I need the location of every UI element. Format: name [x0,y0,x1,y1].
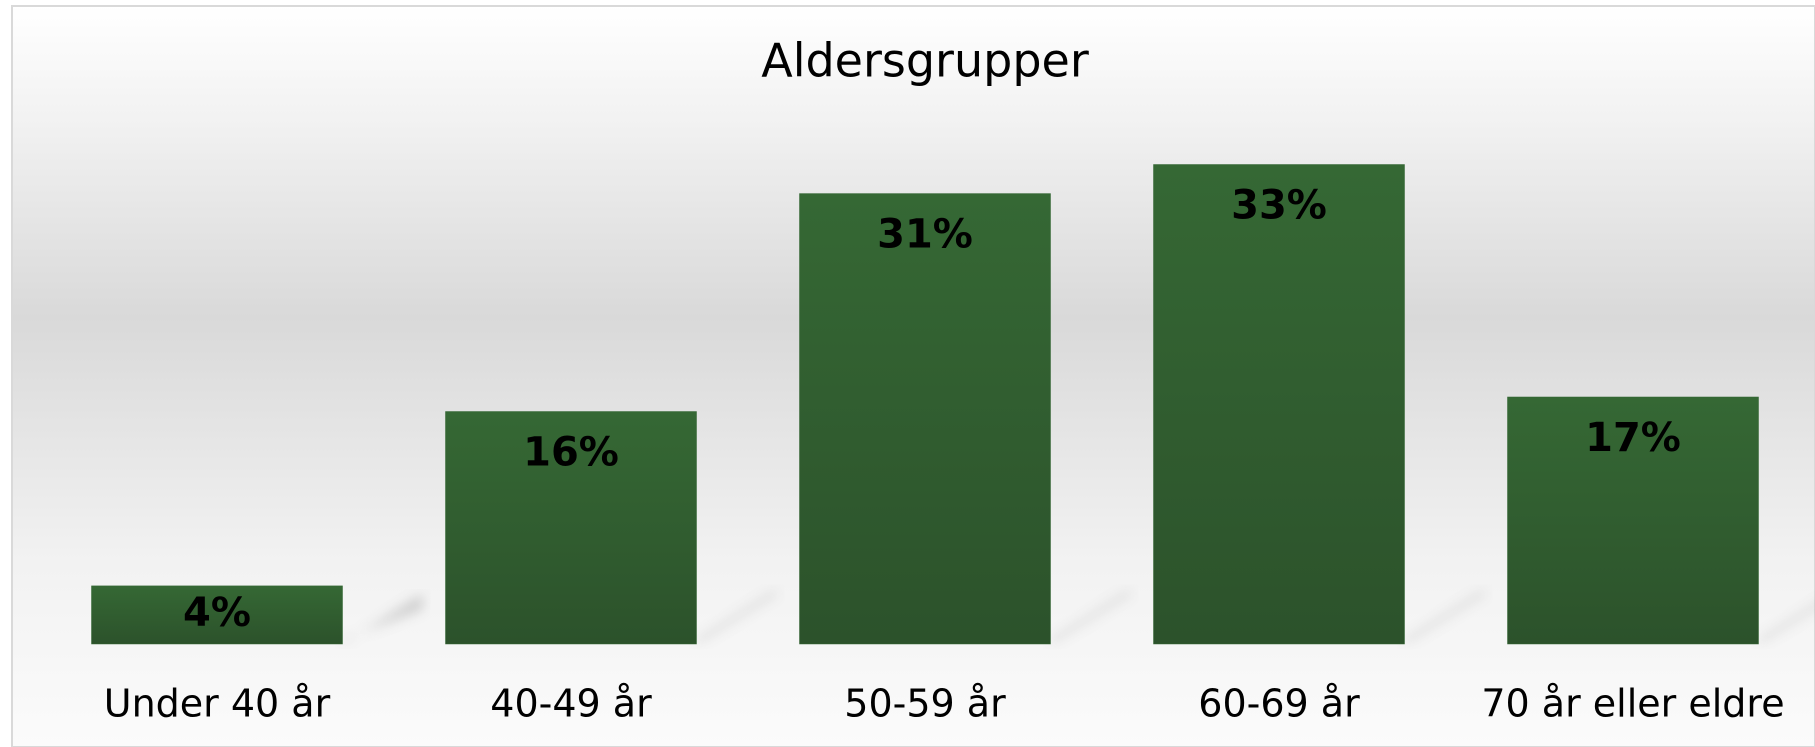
x-tick-label: 40-49 år [490,682,652,726]
bar-shadow [1404,590,1485,644]
bar-shadow [696,590,777,644]
bar-shadow [1758,604,1815,644]
chart-title: Aldersgrupper [761,34,1089,88]
data-label: 33% [1231,183,1327,229]
bar [799,193,1051,645]
x-tick-label: 50-59 år [844,682,1006,726]
bar [445,411,697,645]
bar [91,585,343,645]
data-label: 31% [877,212,973,258]
x-tick-label: 70 år eller eldre [1481,682,1784,726]
bar [1507,396,1759,645]
x-tick-label: Under 40 år [104,682,331,726]
data-label: 17% [1585,415,1681,461]
data-label: 4% [183,590,251,636]
bar-shadow [342,594,423,644]
bar-shadow [1050,590,1131,644]
x-tick-label: 60-69 år [1198,682,1360,726]
data-label: 16% [523,430,619,476]
bar [1153,164,1405,645]
